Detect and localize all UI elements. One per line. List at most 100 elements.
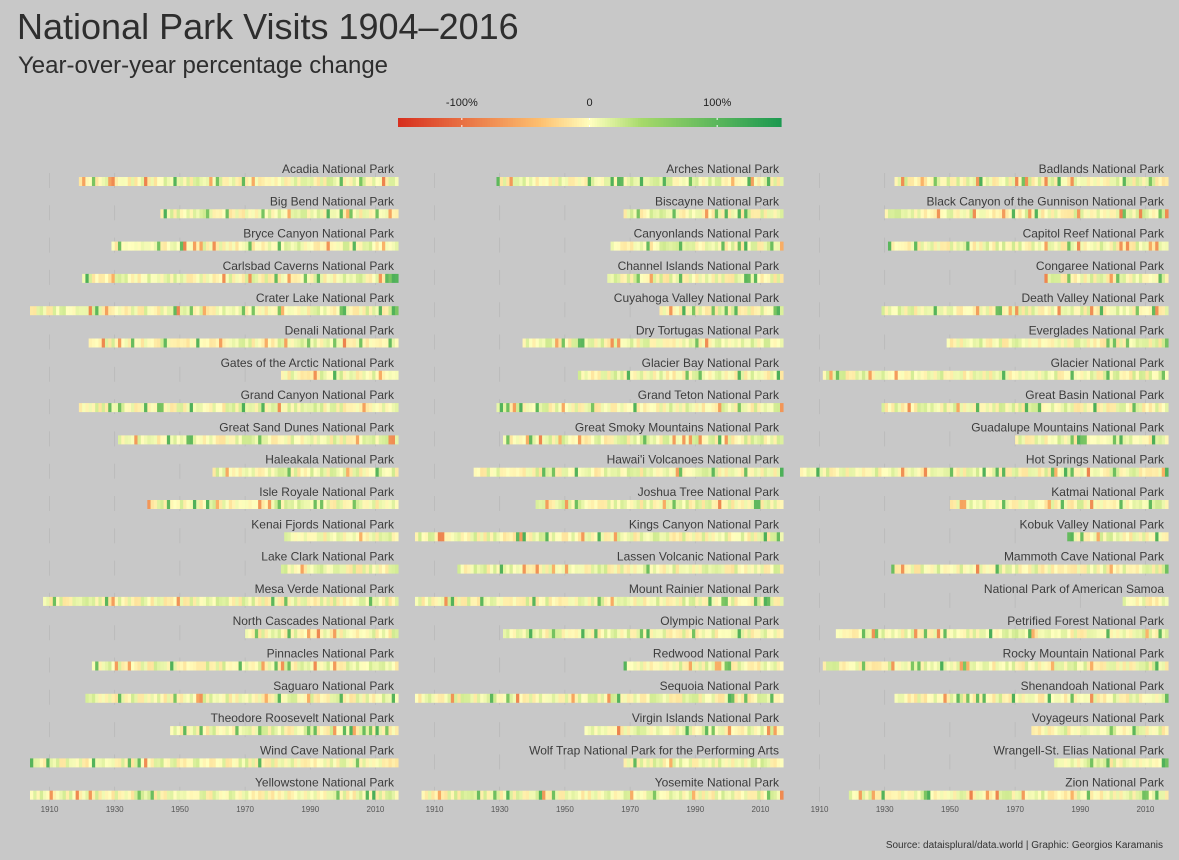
heat-cell [1021,661,1026,671]
heat-cell [1070,758,1075,768]
heat-cell [672,500,677,509]
heat-cell [985,467,990,477]
heat-cell [1119,177,1123,186]
heat-cell [1034,629,1039,639]
heat-cell [878,467,882,477]
heat-cell [1018,209,1022,219]
heat-cell [124,693,129,703]
heat-cell [698,370,703,380]
heat-cell [839,661,843,671]
heat-cell [633,370,637,380]
heat-cell [297,500,301,509]
heat-cell [584,693,589,703]
heat-cell [757,693,761,703]
heat-cell [72,758,76,768]
heat-cell [933,629,938,639]
heat-cell [727,209,732,219]
legend-swatch [671,118,675,127]
heat-cell [1011,370,1016,380]
heat-cell [930,467,934,477]
heat-cell [766,435,771,445]
heat-cell [307,273,311,283]
heat-cell [506,564,510,574]
heat-cell [568,403,572,413]
heat-cell [1158,726,1163,736]
heat-cell [1093,532,1097,542]
heat-cell [1129,403,1133,413]
heat-cell [82,790,86,800]
heat-cell [587,370,592,380]
heat-cell [212,273,217,283]
legend-swatch [492,118,496,127]
heat-cell [124,790,129,800]
heat-cell [365,241,370,251]
heat-cell [698,338,703,348]
heat-cell [326,209,331,219]
heat-cell [248,403,252,413]
heat-cell [1037,209,1042,219]
heat-cell [698,241,703,251]
heat-cell [1002,467,1006,477]
heat-cell [665,306,670,316]
heat-cell [1145,370,1150,380]
heat-cell [744,532,748,542]
heat-cell [1106,629,1110,639]
heat-cell [701,467,706,477]
heat-cell [897,564,902,574]
heat-cell [724,758,729,768]
heat-cell [1086,273,1091,283]
heat-cell [617,467,621,477]
heat-cell [600,435,605,445]
park-label: Kings Canyon National Park [629,517,780,531]
heat-cell [737,370,742,380]
heat-cell [949,177,954,186]
legend-swatch [454,118,458,127]
heat-cell [232,726,236,736]
heat-cell [519,629,523,639]
heat-cell [927,564,931,574]
heat-cell [711,596,716,606]
heat-cell [590,177,595,186]
heat-cell [956,500,960,509]
heat-cell [418,596,422,606]
heat-cell [558,693,562,703]
heat-cell [985,177,990,186]
heat-cell [248,209,252,219]
heat-cell [626,177,631,186]
heat-cell [780,435,784,445]
heat-cell [245,726,249,736]
heat-cell [1129,758,1133,768]
heat-cell [865,370,869,380]
heat-cell [1142,693,1146,703]
heat-cell [307,564,311,574]
heat-cell [1138,177,1143,186]
heat-cell [998,629,1003,639]
legend-swatch [775,118,780,127]
heat-cell [568,338,572,348]
heat-cell [678,693,683,703]
heat-cell [215,338,220,348]
heat-cell [326,273,331,283]
heat-cell [940,370,944,380]
heat-cell [776,467,781,477]
heat-cell [1054,661,1058,671]
heat-cell [307,629,311,639]
heat-cell [225,177,230,186]
heat-cell [604,596,608,606]
heat-cell [1041,693,1045,703]
heat-cell [623,564,628,574]
heat-cell [665,338,670,348]
heat-cell [287,338,292,348]
heat-cell [215,435,220,445]
legend-swatch [742,118,746,127]
heat-cell [137,758,142,768]
heat-cell [1086,209,1091,219]
heat-cell [669,661,673,671]
heat-cell [652,564,657,574]
heat-cell [303,306,308,316]
heat-cell [395,370,399,380]
heat-cell [708,629,712,639]
heat-cell [1028,209,1032,219]
heat-cell [1021,338,1026,348]
heat-cell [538,564,543,574]
